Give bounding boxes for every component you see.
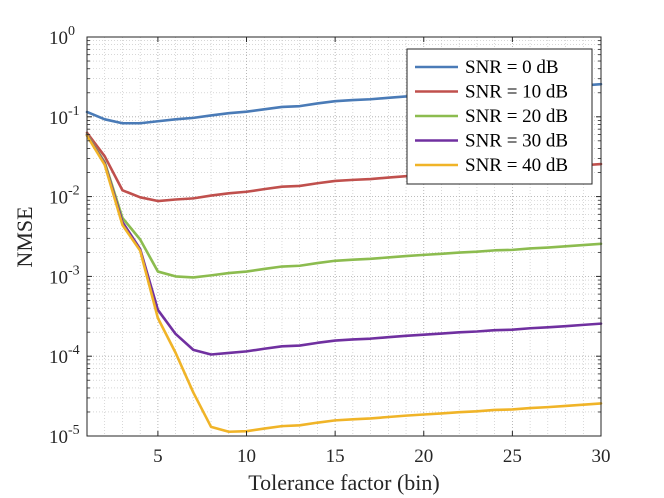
series-line-3	[85, 133, 603, 356]
x-tick-labels: 5 10 15 20 25 30	[153, 446, 610, 467]
y-tick-label: 10-1	[49, 104, 80, 129]
x-axis-label: Tolerance factor (bin)	[248, 470, 439, 495]
y-tick-label: 10-5	[49, 423, 80, 448]
x-tick-label: 10	[237, 446, 256, 467]
axis-ticks	[87, 36, 602, 437]
legend-label-1: SNR = 10 dB	[465, 82, 568, 103]
legend-label-0: SNR = 0 dB	[465, 57, 559, 78]
y-tick-label: 100	[49, 24, 75, 49]
y-tick-label: 10-4	[49, 343, 80, 368]
legend-label-3: SNR = 30 dB	[465, 131, 568, 152]
x-tick-label: 30	[592, 446, 611, 467]
x-tick-label: 20	[414, 446, 433, 467]
x-tick-label: 25	[503, 446, 522, 467]
legend: SNR = 0 dB SNR = 10 dB SNR = 20 dB SNR = 30…	[406, 48, 593, 185]
x-tick-label: 15	[326, 446, 345, 467]
series-line-4	[85, 134, 603, 434]
legend-label-4: SNR = 40 dB	[465, 155, 568, 176]
y-tick-label: 10-2	[49, 184, 80, 209]
y-tick-labels: 10-5 10-4 10-3 10-2 10-1 100	[49, 24, 80, 448]
x-tick-label: 5	[153, 446, 163, 467]
legend-label-2: SNR = 20 dB	[465, 106, 568, 127]
plot-frame	[86, 36, 602, 437]
series-line-2	[85, 133, 603, 279]
y-axis-label: NMSE	[12, 206, 37, 267]
y-tick-label: 10-3	[49, 263, 80, 288]
